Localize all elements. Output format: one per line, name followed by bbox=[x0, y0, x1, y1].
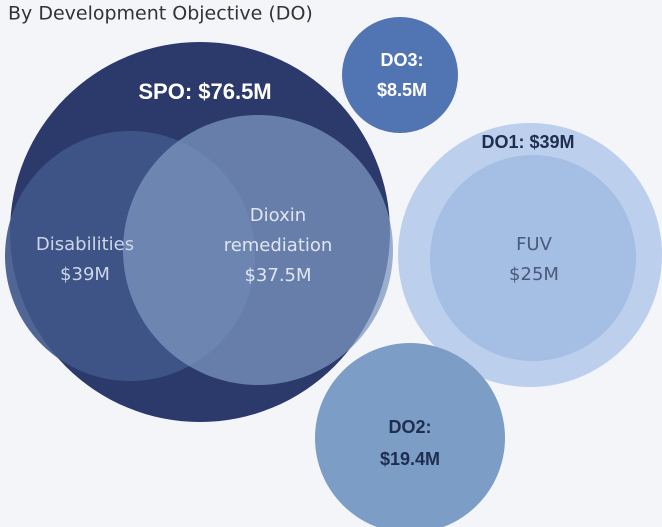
node-label: DO1: $39M bbox=[481, 132, 574, 152]
node-label: $8.5M bbox=[377, 80, 427, 100]
do3-circle bbox=[342, 17, 458, 133]
node-label: FUV bbox=[516, 234, 553, 255]
node-label: $37.5M bbox=[244, 265, 311, 286]
node-label: DO2: bbox=[388, 417, 431, 437]
node-label: Disabilities bbox=[36, 234, 134, 255]
node-label: $39M bbox=[60, 264, 110, 285]
node-label: Dioxin bbox=[250, 205, 306, 226]
title: By Development Objective (DO) bbox=[8, 3, 313, 25]
node-label: SPO: $76.5M bbox=[138, 79, 271, 104]
node-label: DO3: bbox=[380, 50, 423, 70]
fuv-circle bbox=[430, 155, 636, 361]
node-label: $19.4M bbox=[380, 449, 440, 469]
do2-circle bbox=[315, 343, 505, 527]
dioxin-circle bbox=[123, 115, 393, 385]
node-label: remediation bbox=[224, 235, 333, 256]
node-label: $25M bbox=[509, 264, 559, 285]
